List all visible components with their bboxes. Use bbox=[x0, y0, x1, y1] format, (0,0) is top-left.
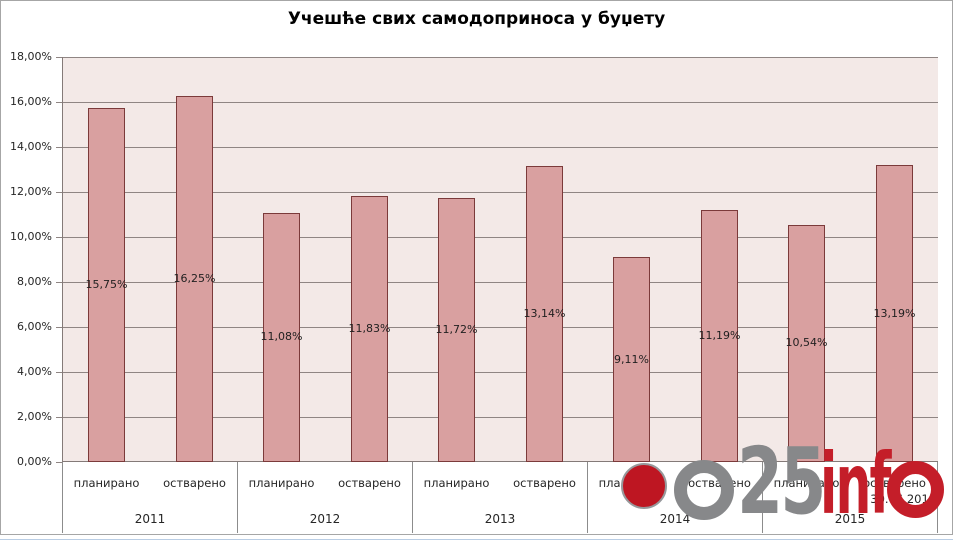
bar-value-label-2011-ostvareno: 16,25% bbox=[173, 272, 216, 286]
y-axis-tick bbox=[56, 147, 62, 148]
category-label-2014-planirano: планирано bbox=[598, 476, 665, 490]
y-axis-label: 10,00% bbox=[10, 230, 52, 243]
bar-2012-planirano bbox=[263, 212, 300, 462]
y-axis-label: 12,00% bbox=[10, 185, 52, 198]
bar-value-label-2014-planirano: 9,11% bbox=[614, 352, 649, 366]
bar-value-label-2012-ostvareno: 11,83% bbox=[348, 321, 391, 335]
y-axis-label: 16,00% bbox=[10, 95, 52, 108]
x-axis-group-2015: планирано остварено 30.06.2015. 2015 bbox=[762, 462, 940, 533]
gridline-0,00% bbox=[63, 461, 938, 462]
bar-2015-planirano bbox=[788, 224, 825, 462]
gridline-2,00% bbox=[63, 417, 938, 418]
x-axis-group-2012: планирано остварено 2012 bbox=[237, 462, 412, 533]
x-axis-group-2011: планирано остварено 2011 bbox=[62, 462, 237, 533]
bar-2011-ostvareno bbox=[176, 96, 213, 462]
y-axis-label: 18,00% bbox=[10, 50, 52, 63]
category-label-2012-ostvareno: остварено bbox=[338, 476, 401, 490]
year-label-2012: 2012 bbox=[309, 512, 341, 526]
bar-2013-planirano bbox=[438, 198, 475, 462]
y-axis-tick bbox=[56, 102, 62, 103]
y-axis-tick bbox=[56, 282, 62, 283]
category-label-2011-planirano: планирано bbox=[73, 476, 140, 490]
gridline-16,00% bbox=[63, 102, 938, 103]
x-axis-right-separator bbox=[937, 462, 938, 533]
x-axis-group-2014: планирано остварено 2014 bbox=[587, 462, 762, 533]
category-label-2015-ostvareno: остварено bbox=[863, 476, 926, 490]
y-axis-tick bbox=[56, 57, 62, 58]
y-axis-label: 0,00% bbox=[17, 455, 52, 468]
category-label-2014-ostvareno: остварено bbox=[688, 476, 751, 490]
gridline-8,00% bbox=[63, 282, 938, 283]
bar-value-label-2014-ostvareno: 11,19% bbox=[698, 329, 741, 343]
category-date-label-2015: 30.06.2015. bbox=[870, 492, 940, 506]
bar-2011-planirano bbox=[88, 107, 125, 462]
gridline-14,00% bbox=[63, 147, 938, 148]
year-label-2013: 2013 bbox=[484, 512, 516, 526]
bar-value-label-2015-ostvareno: 13,19% bbox=[873, 306, 916, 320]
y-axis-label: 8,00% bbox=[17, 275, 52, 288]
bar-value-label-2013-planirano: 11,72% bbox=[435, 323, 478, 337]
year-label-2015: 2015 bbox=[834, 512, 866, 526]
bar-value-label-2011-planirano: 15,75% bbox=[85, 277, 128, 291]
y-axis-tick bbox=[56, 417, 62, 418]
category-label-2013-planirano: планирано bbox=[423, 476, 490, 490]
bar-2014-ostvareno bbox=[701, 210, 738, 462]
category-label-2013-ostvareno: остварено bbox=[513, 476, 576, 490]
bar-2012-ostvareno bbox=[351, 195, 388, 462]
y-axis-tick bbox=[56, 237, 62, 238]
y-axis-tick bbox=[56, 192, 62, 193]
bar-value-label-2013-ostvareno: 13,14% bbox=[523, 307, 566, 321]
y-axis-tick bbox=[56, 372, 62, 373]
year-label-2014: 2014 bbox=[659, 512, 691, 526]
y-axis-tick bbox=[56, 327, 62, 328]
bar-value-label-2015-planirano: 10,54% bbox=[785, 336, 828, 350]
bar-2015-ostvareno bbox=[876, 165, 913, 462]
bar-2014-planirano bbox=[613, 257, 650, 462]
y-axis-label: 4,00% bbox=[17, 365, 52, 378]
gridline-10,00% bbox=[63, 237, 938, 238]
year-label-2011: 2011 bbox=[134, 512, 166, 526]
y-axis-label: 2,00% bbox=[17, 410, 52, 423]
category-label-2015-planirano: планирано bbox=[773, 476, 840, 490]
category-label-2012-planirano: планирано bbox=[248, 476, 315, 490]
window-bottom-edge bbox=[0, 539, 953, 540]
y-axis-label: 14,00% bbox=[10, 140, 52, 153]
gridline-6,00% bbox=[63, 327, 938, 328]
bar-value-label-2012-planirano: 11,08% bbox=[260, 330, 303, 344]
y-axis-tick bbox=[56, 462, 62, 463]
gridline-18,00% bbox=[63, 57, 938, 58]
gridline-12,00% bbox=[63, 192, 938, 193]
x-axis-group-2013: планирано остварено 2013 bbox=[412, 462, 587, 533]
y-axis-label: 6,00% bbox=[17, 320, 52, 333]
gridline-4,00% bbox=[63, 372, 938, 373]
bar-2013-ostvareno bbox=[526, 166, 563, 462]
category-label-2011-ostvareno: остварено bbox=[163, 476, 226, 490]
x-axis: планирано остварено 2011 планирано остварено… bbox=[62, 462, 940, 534]
plot-area: 15,75% 16,25% 11,08% 11,83% 11,72% 13,14% 9,11… bbox=[62, 57, 938, 462]
chart-title: Учешће свих самодоприноса у буџету bbox=[287, 9, 666, 29]
